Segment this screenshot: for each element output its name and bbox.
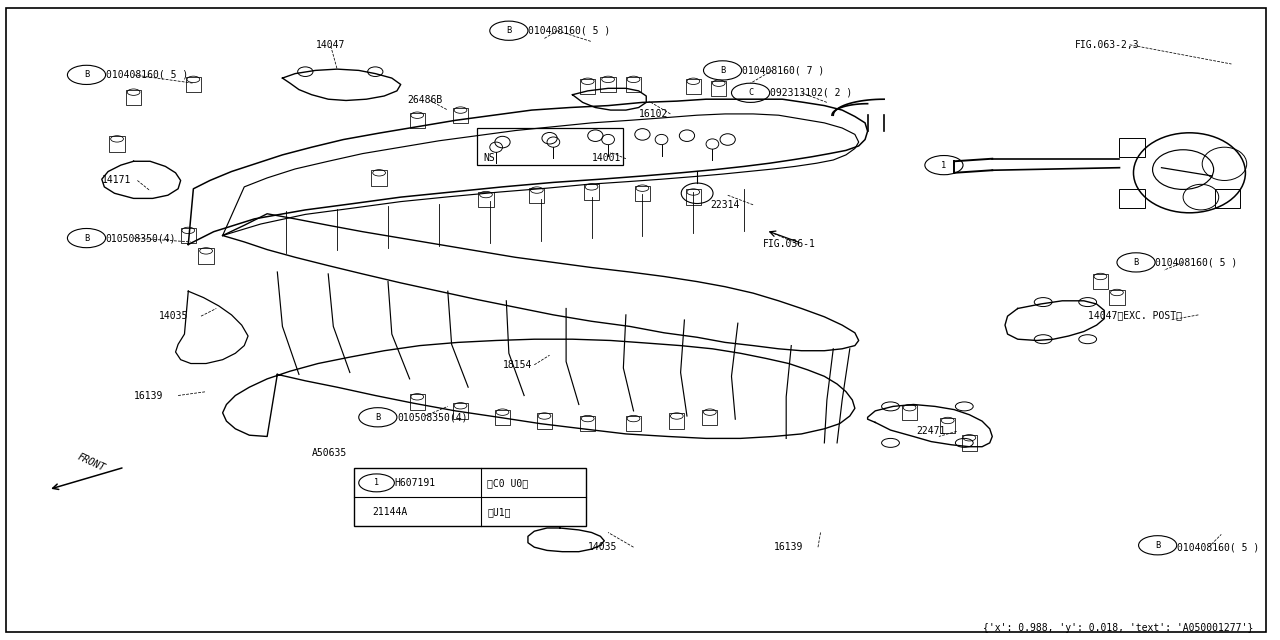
Bar <box>1093 274 1108 289</box>
Bar <box>940 418 955 433</box>
Text: 010408160( 5 ): 010408160( 5 ) <box>105 70 188 80</box>
Bar <box>198 248 214 264</box>
Text: H607191: H607191 <box>394 478 435 488</box>
Text: 14001: 14001 <box>591 153 621 163</box>
Bar <box>410 113 425 128</box>
Bar <box>1120 138 1144 157</box>
Text: 14171: 14171 <box>102 175 131 186</box>
Text: 16139: 16139 <box>133 390 163 401</box>
Bar <box>109 136 124 152</box>
Bar <box>961 435 977 451</box>
Bar <box>712 81 726 96</box>
Text: A50635: A50635 <box>311 448 347 458</box>
Text: 21144A: 21144A <box>372 507 408 516</box>
Bar <box>186 77 201 92</box>
Bar <box>529 188 544 203</box>
Text: 010408160( 5 ): 010408160( 5 ) <box>1155 257 1238 268</box>
Text: B: B <box>84 234 90 243</box>
Bar <box>180 228 196 243</box>
Bar <box>584 184 599 200</box>
Text: 16139: 16139 <box>773 542 803 552</box>
Text: FRONT: FRONT <box>77 452 108 474</box>
Text: 14047〈EXC. POST〉: 14047〈EXC. POST〉 <box>1088 310 1181 320</box>
Bar <box>371 170 387 186</box>
Text: 010408160( 7 ): 010408160( 7 ) <box>741 65 824 76</box>
Text: 092313102( 2 ): 092313102( 2 ) <box>769 88 852 98</box>
Bar <box>580 416 595 431</box>
Bar <box>902 405 918 420</box>
Bar <box>125 90 141 105</box>
Text: B: B <box>375 413 380 422</box>
Bar <box>453 108 468 123</box>
Bar <box>353 468 586 526</box>
Bar <box>536 413 552 429</box>
Bar <box>1120 189 1144 208</box>
Text: {'x': 0.988, 'y': 0.018, 'text': 'A050001277'}: {'x': 0.988, 'y': 0.018, 'text': 'A05000… <box>983 623 1253 634</box>
Bar <box>626 77 641 92</box>
Bar <box>580 79 595 94</box>
Text: 14047: 14047 <box>315 40 344 50</box>
Text: 14035: 14035 <box>588 542 617 552</box>
Text: NS: NS <box>484 153 495 163</box>
Text: C: C <box>748 88 753 97</box>
Text: 16102: 16102 <box>639 109 668 119</box>
Bar <box>686 189 701 205</box>
Bar <box>1215 189 1240 208</box>
Text: FIG.063-2,3: FIG.063-2,3 <box>1075 40 1139 50</box>
Bar <box>686 79 701 94</box>
Bar <box>600 77 616 92</box>
Text: 〈U1〉: 〈U1〉 <box>488 507 511 516</box>
Bar <box>477 128 623 165</box>
Text: 22314: 22314 <box>710 200 740 210</box>
Bar <box>1110 290 1125 305</box>
Bar <box>669 413 685 429</box>
Text: 〈C0 U0〉: 〈C0 U0〉 <box>488 478 529 488</box>
Text: 18154: 18154 <box>503 360 532 370</box>
Text: B: B <box>84 70 90 79</box>
Text: 010508350(4): 010508350(4) <box>105 233 177 243</box>
Bar <box>703 410 718 425</box>
Text: 14035: 14035 <box>159 311 188 321</box>
Text: 1: 1 <box>941 161 947 170</box>
Bar <box>479 192 494 207</box>
Text: B: B <box>1133 258 1139 267</box>
Text: FIG.036-1: FIG.036-1 <box>763 239 817 250</box>
Text: 22471: 22471 <box>916 426 946 436</box>
Text: B: B <box>719 66 726 75</box>
Text: 010408160( 5 ): 010408160( 5 ) <box>1176 542 1260 552</box>
Bar <box>635 186 650 201</box>
Bar <box>410 394 425 410</box>
Text: 26486B: 26486B <box>407 95 443 106</box>
Bar <box>495 410 511 425</box>
Bar <box>453 403 468 419</box>
Text: 010408160( 5 ): 010408160( 5 ) <box>527 26 611 36</box>
Text: B: B <box>1155 541 1160 550</box>
Text: 010508350(4): 010508350(4) <box>397 412 467 422</box>
Text: 1: 1 <box>374 478 379 488</box>
Bar <box>626 416 641 431</box>
Text: B: B <box>506 26 512 35</box>
